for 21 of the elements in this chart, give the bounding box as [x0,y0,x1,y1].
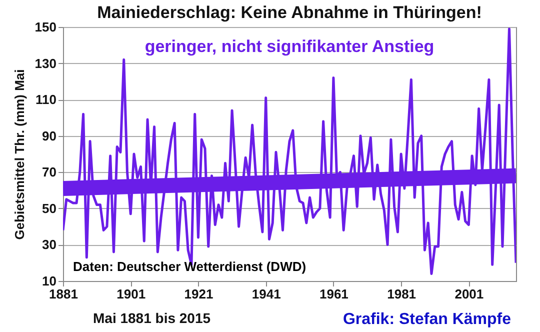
x-tick-label: 1921 [184,286,214,302]
x-tick-label: 1881 [49,286,78,302]
y-tick-label: 50 [42,200,56,216]
y-tick-label: 150 [34,20,56,34]
x-tick-label: 1901 [116,286,146,302]
annotation: Daten: Deutscher Wetterdienst (DWD) [73,259,306,274]
x-tick-label: 1941 [252,286,281,302]
text: Mai 1881 bis 2015 [93,310,211,326]
y-tick-label: 130 [34,56,56,71]
y-tick-label: 70 [42,164,56,180]
text: geringer, nicht signifikanter Anstieg [144,37,434,56]
y-tick-label: 90 [42,128,56,144]
text: Grafik: Stefan Kämpfe [342,311,512,328]
y-tick-label: 30 [42,237,56,252]
y-axis-title: Gebietsmittel Thr. (mm) Mai [12,69,27,240]
y-tick-label: 10 [42,274,56,288]
y-tick-label: 110 [36,92,56,108]
x-tick-label: 1961 [319,286,348,302]
chart-title: Mainiederschlag: Keine Abnahme in Thüringen! [97,3,482,22]
x-tick-label: 2001 [454,286,484,302]
x-tick-label: 1981 [387,286,416,302]
